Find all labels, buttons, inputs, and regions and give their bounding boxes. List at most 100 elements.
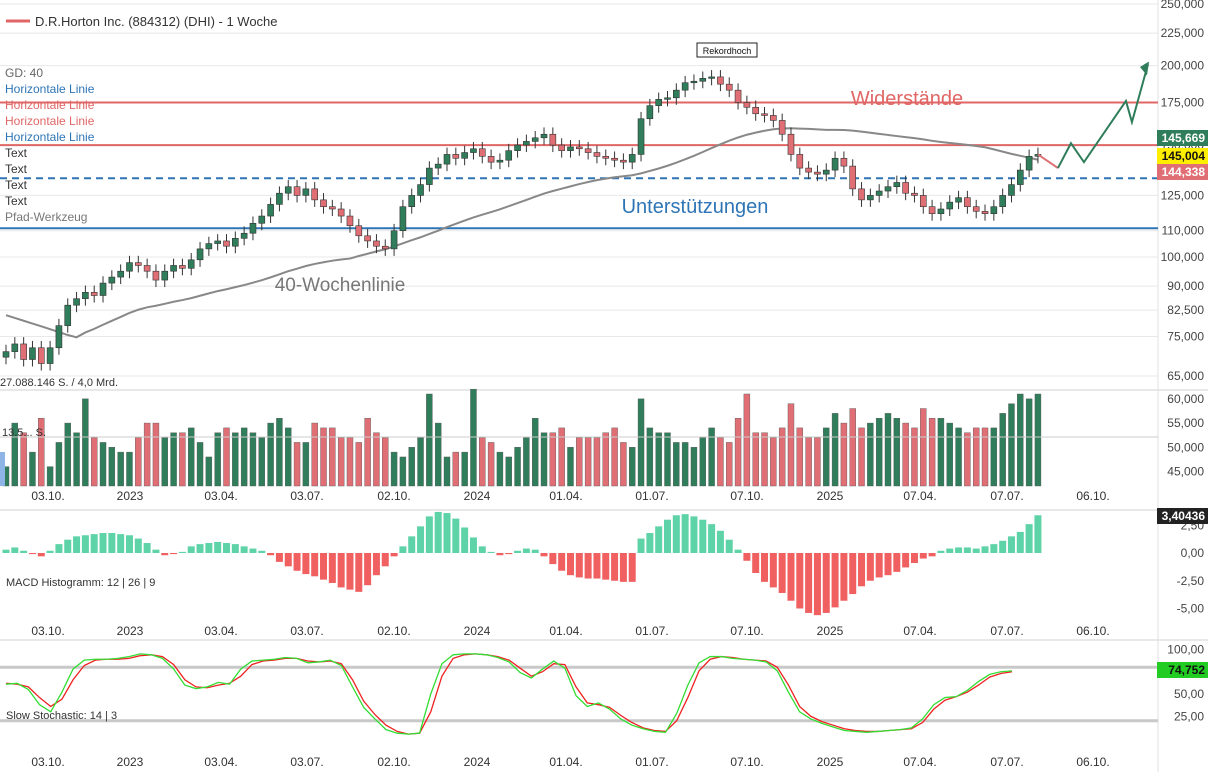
volume-bar xyxy=(558,427,565,487)
volume-bar xyxy=(523,437,530,487)
price-tick-label: 200,000 xyxy=(1161,59,1205,73)
volume-bar xyxy=(787,403,795,487)
date-tick-label: 06.10. xyxy=(1076,624,1109,638)
volume-bar xyxy=(955,427,962,487)
volume-bar xyxy=(629,447,636,487)
volume-bar xyxy=(108,447,116,487)
candle-body xyxy=(584,148,592,153)
tool-list-item[interactable]: Text xyxy=(5,146,28,160)
record-high-label[interactable]: Rekordhoch xyxy=(696,42,758,58)
volume-bar xyxy=(937,418,945,487)
candle-body xyxy=(875,190,883,196)
tool-list-item[interactable]: Text xyxy=(5,194,28,208)
date-tick-label: 01.04. xyxy=(549,624,582,638)
date-tick-label: 2024 xyxy=(464,489,491,503)
candle-body xyxy=(152,270,160,281)
macd-bar xyxy=(981,546,989,553)
macd-bar xyxy=(328,553,336,583)
macd-bar xyxy=(205,543,213,553)
macd-bar xyxy=(514,550,522,553)
candle-body xyxy=(1008,184,1015,196)
macd-bar xyxy=(364,553,372,586)
candle-body xyxy=(699,78,707,82)
macd-bar xyxy=(1007,536,1015,553)
tool-list-item[interactable]: Horizontale Linie xyxy=(5,82,95,96)
tool-list-item[interactable]: Horizontale Linie xyxy=(5,98,95,112)
macd-bar xyxy=(478,546,486,553)
macd-bar xyxy=(1034,515,1042,553)
tool-list: GD: 40 Horizontale Linie Horizontale Linie… xyxy=(5,66,95,224)
candle-body xyxy=(223,240,230,247)
volume-bar xyxy=(302,442,310,487)
volume-bar xyxy=(1017,393,1024,487)
macd-bar xyxy=(37,553,45,557)
forecast-path[interactable] xyxy=(1037,61,1149,169)
volume-bar xyxy=(858,427,865,487)
tool-list-item[interactable]: Text xyxy=(5,178,28,192)
volume-bar xyxy=(20,432,27,487)
volume-bar xyxy=(611,427,618,487)
candle-body xyxy=(558,144,565,151)
volume-bar xyxy=(699,437,706,487)
volume-bar xyxy=(805,437,812,487)
volume-bar xyxy=(717,437,724,487)
volume-bar xyxy=(973,427,980,487)
macd-bar xyxy=(831,553,839,608)
volume-bar xyxy=(152,422,160,487)
tool-list-item[interactable]: GD: 40 xyxy=(5,66,43,80)
macd-bar xyxy=(849,553,857,595)
candle-body xyxy=(1016,169,1024,185)
macd-bar xyxy=(320,553,328,580)
candle-body xyxy=(620,159,627,163)
volume-bar xyxy=(664,432,671,487)
candle-body xyxy=(611,157,618,161)
candle-body xyxy=(443,154,451,165)
forecast-path-up[interactable] xyxy=(1057,63,1149,169)
support-label[interactable]: Unterstützungen xyxy=(622,196,769,218)
candle-body xyxy=(214,240,221,244)
macd-bar xyxy=(258,550,266,553)
candle-body xyxy=(646,105,654,120)
support-resistance-lines[interactable] xyxy=(0,101,1158,230)
macd-bar xyxy=(575,553,583,578)
volume-bar xyxy=(479,437,486,487)
candle-body xyxy=(373,240,380,247)
macd-bar xyxy=(1025,524,1033,553)
macd-bar xyxy=(161,553,169,556)
resistance-label[interactable]: Widerstände xyxy=(851,88,963,110)
macd-bar xyxy=(81,535,89,553)
candle-body xyxy=(284,186,292,194)
tool-list-item[interactable]: Horizontale Linie xyxy=(5,114,95,128)
candle-body xyxy=(664,97,671,100)
macd-bar xyxy=(20,550,28,553)
volume-bar xyxy=(540,432,548,487)
volume-bar xyxy=(673,442,680,487)
ma-label[interactable]: 40-Wochenlinie xyxy=(275,275,406,296)
price-badges: 145,669 145,004 144,338 3,40436 74,752 xyxy=(1157,130,1208,678)
candle-body xyxy=(761,113,768,116)
macd-bar xyxy=(275,553,283,562)
macd-bar xyxy=(284,553,292,567)
candle-body xyxy=(770,115,777,121)
candle-body xyxy=(840,157,848,167)
candle-body xyxy=(822,169,830,175)
macd-histogram xyxy=(2,511,1042,616)
tool-list-item[interactable]: Horizontale Linie xyxy=(5,130,95,144)
tool-list-item[interactable]: Text xyxy=(5,162,28,176)
macd-bar xyxy=(178,551,186,553)
forecast-path-down[interactable] xyxy=(1037,153,1059,169)
candle-body xyxy=(681,82,689,91)
date-tick-label: 02.10. xyxy=(377,755,410,769)
sma-price-badge: 144,338 xyxy=(1162,165,1206,179)
candle-body xyxy=(46,347,54,364)
tool-list-item[interactable]: Pfad-Werkzeug xyxy=(5,210,87,224)
date-tick-label: 2025 xyxy=(817,755,844,769)
candle-body xyxy=(478,148,486,157)
macd-bar xyxy=(223,543,230,553)
date-tick-label: 07.04. xyxy=(903,489,936,503)
volume-bar xyxy=(179,432,186,487)
candle-body xyxy=(981,211,989,214)
volume-bar xyxy=(514,447,521,487)
macd-bar xyxy=(337,553,345,588)
macd-tick-label: 0,00 xyxy=(1181,546,1205,560)
